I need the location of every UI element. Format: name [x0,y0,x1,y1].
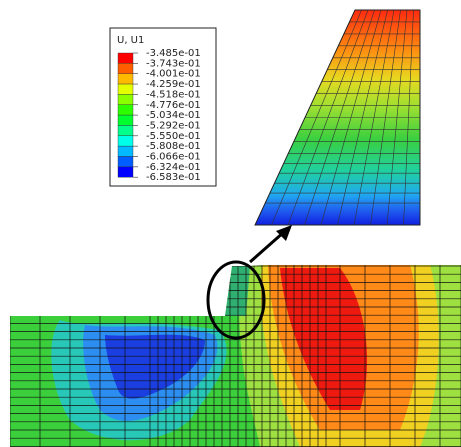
mesh-line [304,10,375,225]
legend-label: -5.292e-01 [146,120,201,131]
legend-swatch [117,156,134,168]
legend-swatch [117,63,134,74]
legend-label: -3.485e-01 [146,48,201,59]
zoom-outline [254,9,421,226]
mesh-line [271,10,362,225]
zoom-view [254,9,421,226]
mesh-line [287,10,369,225]
legend: U, U1 -3.485e-01-3.743e-01-4.001e-01-4.2… [109,27,217,187]
mesh-line [370,10,401,225]
ground-model [10,265,461,447]
legend-swatch [117,135,134,147]
highlight-ellipse [206,260,266,340]
legend-title: U, U1 [117,35,144,46]
legend-label: -6.324e-01 [146,162,201,173]
legend-swatch [117,125,134,136]
contour-blue [105,334,205,399]
mesh-line [353,10,395,225]
legend-label: -4.259e-01 [146,79,201,90]
legend-label: -4.001e-01 [146,69,201,80]
legend-swatch [117,73,134,85]
legend-label: -4.776e-01 [146,100,201,111]
legend-label: -4.518e-01 [146,89,201,100]
mesh-line [386,10,408,225]
legend-swatch [117,104,134,116]
legend-swatch [117,114,134,126]
legend-label: -5.550e-01 [146,131,201,142]
legend-swatch [117,145,134,157]
legend-label: -3.743e-01 [146,58,201,69]
legend-label: -6.583e-01 [146,172,201,183]
arrow-head [276,225,292,241]
legend-swatch [117,52,134,64]
legend-swatch [117,83,134,95]
mesh-line [320,10,382,225]
legend-label: -5.808e-01 [146,141,201,152]
arrow-shaft [249,230,285,264]
mesh-line [403,10,414,225]
legend-swatch [117,166,134,178]
legend-label: -6.066e-01 [146,152,201,163]
legend-swatch [117,94,134,105]
mesh-line [337,10,388,225]
foundation [225,266,250,316]
legend-label: -5.034e-01 [146,110,201,121]
